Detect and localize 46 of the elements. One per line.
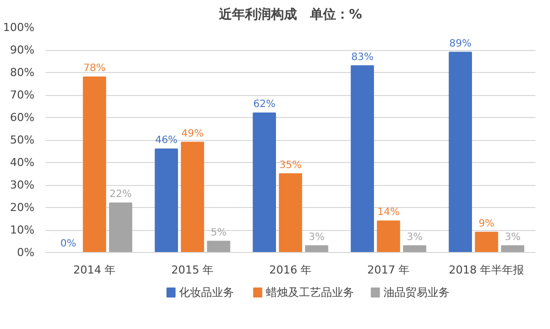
x-tick-label: 2014 年 <box>73 264 116 276</box>
data-label: 0% <box>60 238 76 250</box>
y-tick-label: 30% <box>10 178 35 192</box>
data-label: 22% <box>110 189 132 200</box>
y-tick-label: 20% <box>10 201 35 214</box>
x-tick-label: 2017 年 <box>367 264 410 276</box>
x-tick-label: 2018 年半年报 <box>448 264 524 276</box>
bar <box>154 148 178 252</box>
y-tick-label: 70% <box>10 88 35 102</box>
bar <box>448 52 472 252</box>
chart-title: 近年利润构成 单位：% <box>218 6 362 22</box>
x-tick-label: 2016 年 <box>269 264 312 276</box>
y-tick-label: 80% <box>10 66 35 79</box>
data-label: 3% <box>504 232 521 243</box>
bar <box>350 65 374 252</box>
data-label: 83% <box>351 52 374 63</box>
data-label: 9% <box>478 218 494 230</box>
data-label: 46% <box>155 135 178 146</box>
data-label: 62% <box>253 99 276 110</box>
y-tick-label: 0% <box>17 246 34 259</box>
data-label: 3% <box>406 232 423 243</box>
bar <box>278 173 302 252</box>
data-label: 14% <box>377 207 400 218</box>
legend-label: 蜡烛及工艺品业务 <box>266 286 354 299</box>
bar <box>109 202 132 252</box>
data-label: 5% <box>210 227 227 238</box>
bar <box>252 112 276 252</box>
y-tick-label: 60% <box>10 111 35 124</box>
data-label: 35% <box>279 160 302 171</box>
bar <box>474 232 498 252</box>
data-label: 78% <box>83 63 106 74</box>
x-tick-label: 2015 年 <box>171 264 214 276</box>
legend-label: 化妆品业务 <box>179 286 234 299</box>
y-tick-label: 50% <box>10 134 35 146</box>
bar <box>82 76 106 252</box>
bar <box>207 240 230 252</box>
bar <box>376 220 400 252</box>
legend-label: 油品贸易业务 <box>383 286 450 299</box>
y-tick-label: 90% <box>10 44 35 56</box>
bar <box>180 142 204 252</box>
y-tick-label: 40% <box>10 156 35 169</box>
data-label: 89% <box>449 38 472 50</box>
data-label: 3% <box>308 232 325 243</box>
y-tick-label: 10% <box>10 224 35 236</box>
data-label: 49% <box>181 128 204 140</box>
y-tick-label: 100% <box>3 21 35 34</box>
